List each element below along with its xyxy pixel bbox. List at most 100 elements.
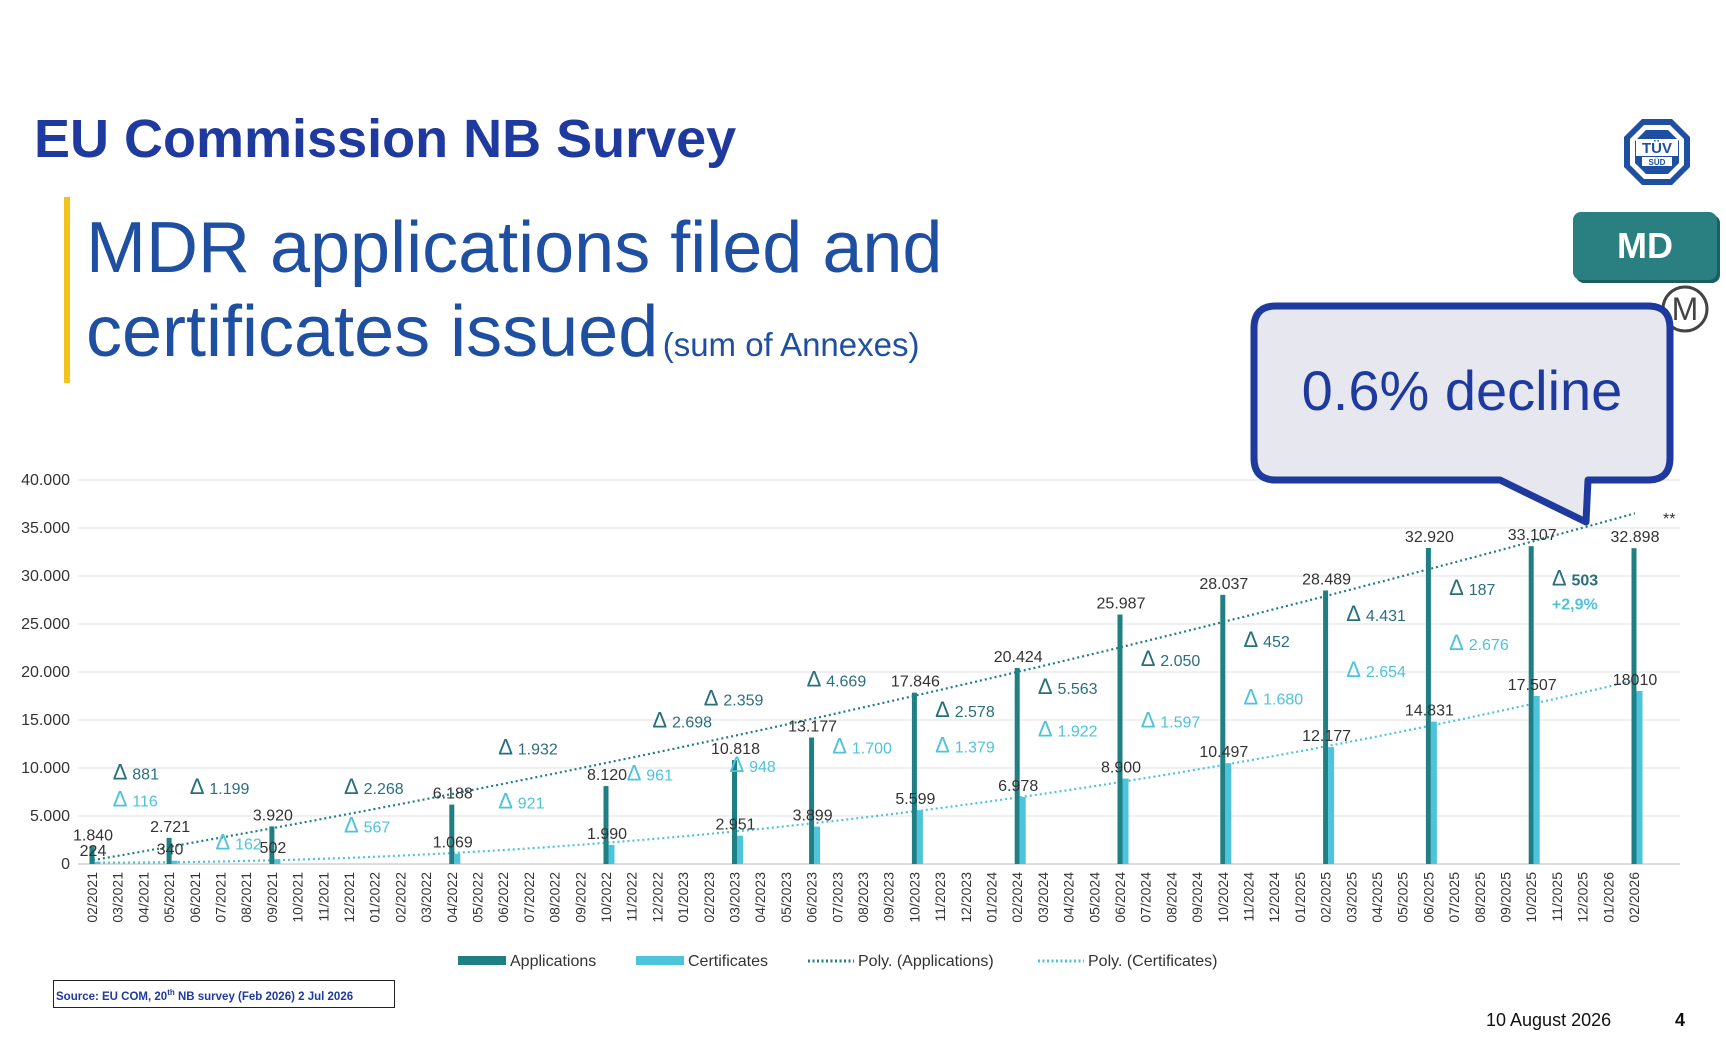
- x-tick-label: 09/2025: [1498, 872, 1514, 923]
- bar-applications: [1528, 546, 1534, 864]
- y-tick-label: 35.000: [21, 520, 70, 537]
- data-label-applications: 6.188: [433, 786, 473, 803]
- x-tick-label: 04/2022: [444, 872, 460, 923]
- y-tick-label: 40.000: [21, 472, 70, 489]
- data-label-certificates: 3.899: [793, 808, 833, 825]
- delta-annotation: Δ 961: [627, 760, 673, 785]
- x-tick-label: 05/2025: [1395, 872, 1411, 923]
- y-tick-label: 20.000: [21, 664, 70, 681]
- y-tick-label: 5.000: [30, 808, 70, 825]
- bar-applications: [1220, 594, 1226, 864]
- bar-applications: [809, 737, 815, 864]
- data-label-applications: 28.037: [1199, 576, 1248, 593]
- data-label-applications: 8.120: [587, 767, 627, 784]
- x-tick-label: 07/2021: [213, 872, 229, 923]
- x-tick-label: 09/2023: [881, 872, 897, 923]
- legend-swatch: [458, 956, 506, 965]
- bar-certificates: [1533, 695, 1540, 864]
- source-suffix: NB survey (Feb 2026) 2 Jul 2026: [174, 990, 354, 1003]
- data-label-applications: 33.107: [1508, 527, 1557, 544]
- bar-certificates: [1019, 797, 1026, 864]
- x-tick-label: 07/2024: [1138, 872, 1154, 923]
- x-tick-label: 04/2024: [1061, 872, 1077, 923]
- bar-certificates: [171, 860, 178, 864]
- x-tick-label: 04/2021: [135, 872, 151, 923]
- m-circle-icon: M: [1661, 285, 1709, 333]
- x-tick-label: 10/2022: [598, 872, 614, 923]
- x-tick-label: 03/2025: [1343, 872, 1359, 923]
- x-tick-label: 02/2022: [392, 872, 408, 923]
- y-tick-label: 15.000: [21, 712, 70, 729]
- data-label-applications: 32.898: [1611, 529, 1660, 546]
- bar-applications: [166, 837, 172, 864]
- bar-certificates: [454, 853, 461, 864]
- bar-applications: [1631, 548, 1637, 864]
- x-tick-label: 01/2024: [984, 872, 1000, 923]
- data-label-applications: 2.721: [150, 819, 190, 836]
- x-tick-label: 07/2022: [521, 872, 537, 923]
- logo-text: TÜV: [1642, 140, 1672, 157]
- bar-certificates: [1636, 691, 1643, 864]
- data-label-certificates: 17.507: [1508, 677, 1557, 694]
- x-tick-label: 11/2023: [932, 872, 948, 922]
- data-label-certificates: 502: [260, 840, 287, 857]
- x-tick-label: 12/2021: [341, 872, 357, 923]
- x-tick-label: 08/2025: [1472, 872, 1488, 923]
- data-label-certificates: 5.599: [895, 791, 935, 808]
- x-tick-label: 10/2021: [290, 872, 306, 923]
- bar-applications: [1425, 547, 1431, 864]
- x-tick-label: 11/2024: [1241, 872, 1257, 922]
- x-tick-label: 02/2025: [1318, 872, 1334, 923]
- y-tick-label: 25.000: [21, 616, 70, 633]
- page-number: 4: [1675, 1010, 1686, 1030]
- data-label-applications: 10.818: [711, 741, 760, 758]
- delta-annotation: Δ 2.359: [704, 686, 764, 711]
- bar-applications: [269, 826, 275, 864]
- bar-applications: [732, 760, 737, 864]
- x-tick-label: 06/2023: [804, 872, 820, 923]
- source-superscript: th: [167, 988, 175, 997]
- data-label-certificates: 224: [80, 843, 107, 860]
- bar-certificates: [94, 861, 101, 864]
- data-label-applications: 25.987: [1097, 596, 1146, 613]
- bar-applications: [911, 692, 917, 864]
- legend-label: Poly. (Applications): [858, 953, 994, 970]
- delta-annotation: Δ 1.597: [1141, 708, 1201, 733]
- data-label-applications: 17.846: [891, 674, 940, 691]
- x-tick-label: 02/2021: [84, 872, 100, 923]
- bar-certificates: [608, 844, 615, 864]
- delta-annotation: Δ 1.922: [1038, 716, 1098, 741]
- chart-title: MDR applications filed and certificates …: [86, 206, 942, 394]
- data-label-certificates: 2.951: [715, 817, 755, 834]
- title-accent-bar: [64, 197, 70, 383]
- callout-text: 0.6% decline: [1301, 359, 1623, 422]
- source-prefix: Source: EU COM, 20: [56, 990, 168, 1003]
- delta-annotation: Δ 881: [113, 760, 159, 785]
- x-tick-label: 03/2024: [1035, 872, 1051, 923]
- x-tick-label: 03/2021: [110, 872, 126, 923]
- data-label-applications: 32.920: [1405, 529, 1454, 546]
- x-tick-label: 06/2025: [1420, 872, 1436, 923]
- bar-applications: [449, 804, 455, 864]
- x-tick-label: 10/2023: [906, 872, 922, 923]
- x-tick-label: 09/2021: [264, 872, 280, 923]
- source-note: Source: EU COM, 20th NB survey (Feb 2026…: [53, 980, 395, 1008]
- m-icon-letter: M: [1672, 291, 1699, 327]
- footer-date: 10 August 2026: [1486, 1010, 1612, 1030]
- x-tick-label: 02/2023: [701, 872, 717, 923]
- bar-applications: [1117, 614, 1123, 864]
- x-tick-label: 02/2024: [1009, 872, 1025, 923]
- x-tick-label: 06/2024: [1112, 872, 1128, 923]
- data-label-certificates: 12.177: [1302, 728, 1351, 745]
- x-tick-label: 07/2025: [1446, 872, 1462, 923]
- data-label-certificates: 1.069: [433, 835, 473, 852]
- delta-annotation: Δ 2.676: [1449, 630, 1509, 655]
- x-tick-label: 01/2025: [1292, 872, 1308, 923]
- x-tick-label: 12/2023: [958, 872, 974, 923]
- x-tick-label: 10/2025: [1523, 872, 1539, 923]
- bar-applications: [1323, 590, 1329, 864]
- delta-annotation: Δ 1.199: [190, 774, 250, 799]
- x-tick-label: 04/2023: [752, 872, 768, 923]
- chart-title-line2: certificates issued: [86, 292, 659, 372]
